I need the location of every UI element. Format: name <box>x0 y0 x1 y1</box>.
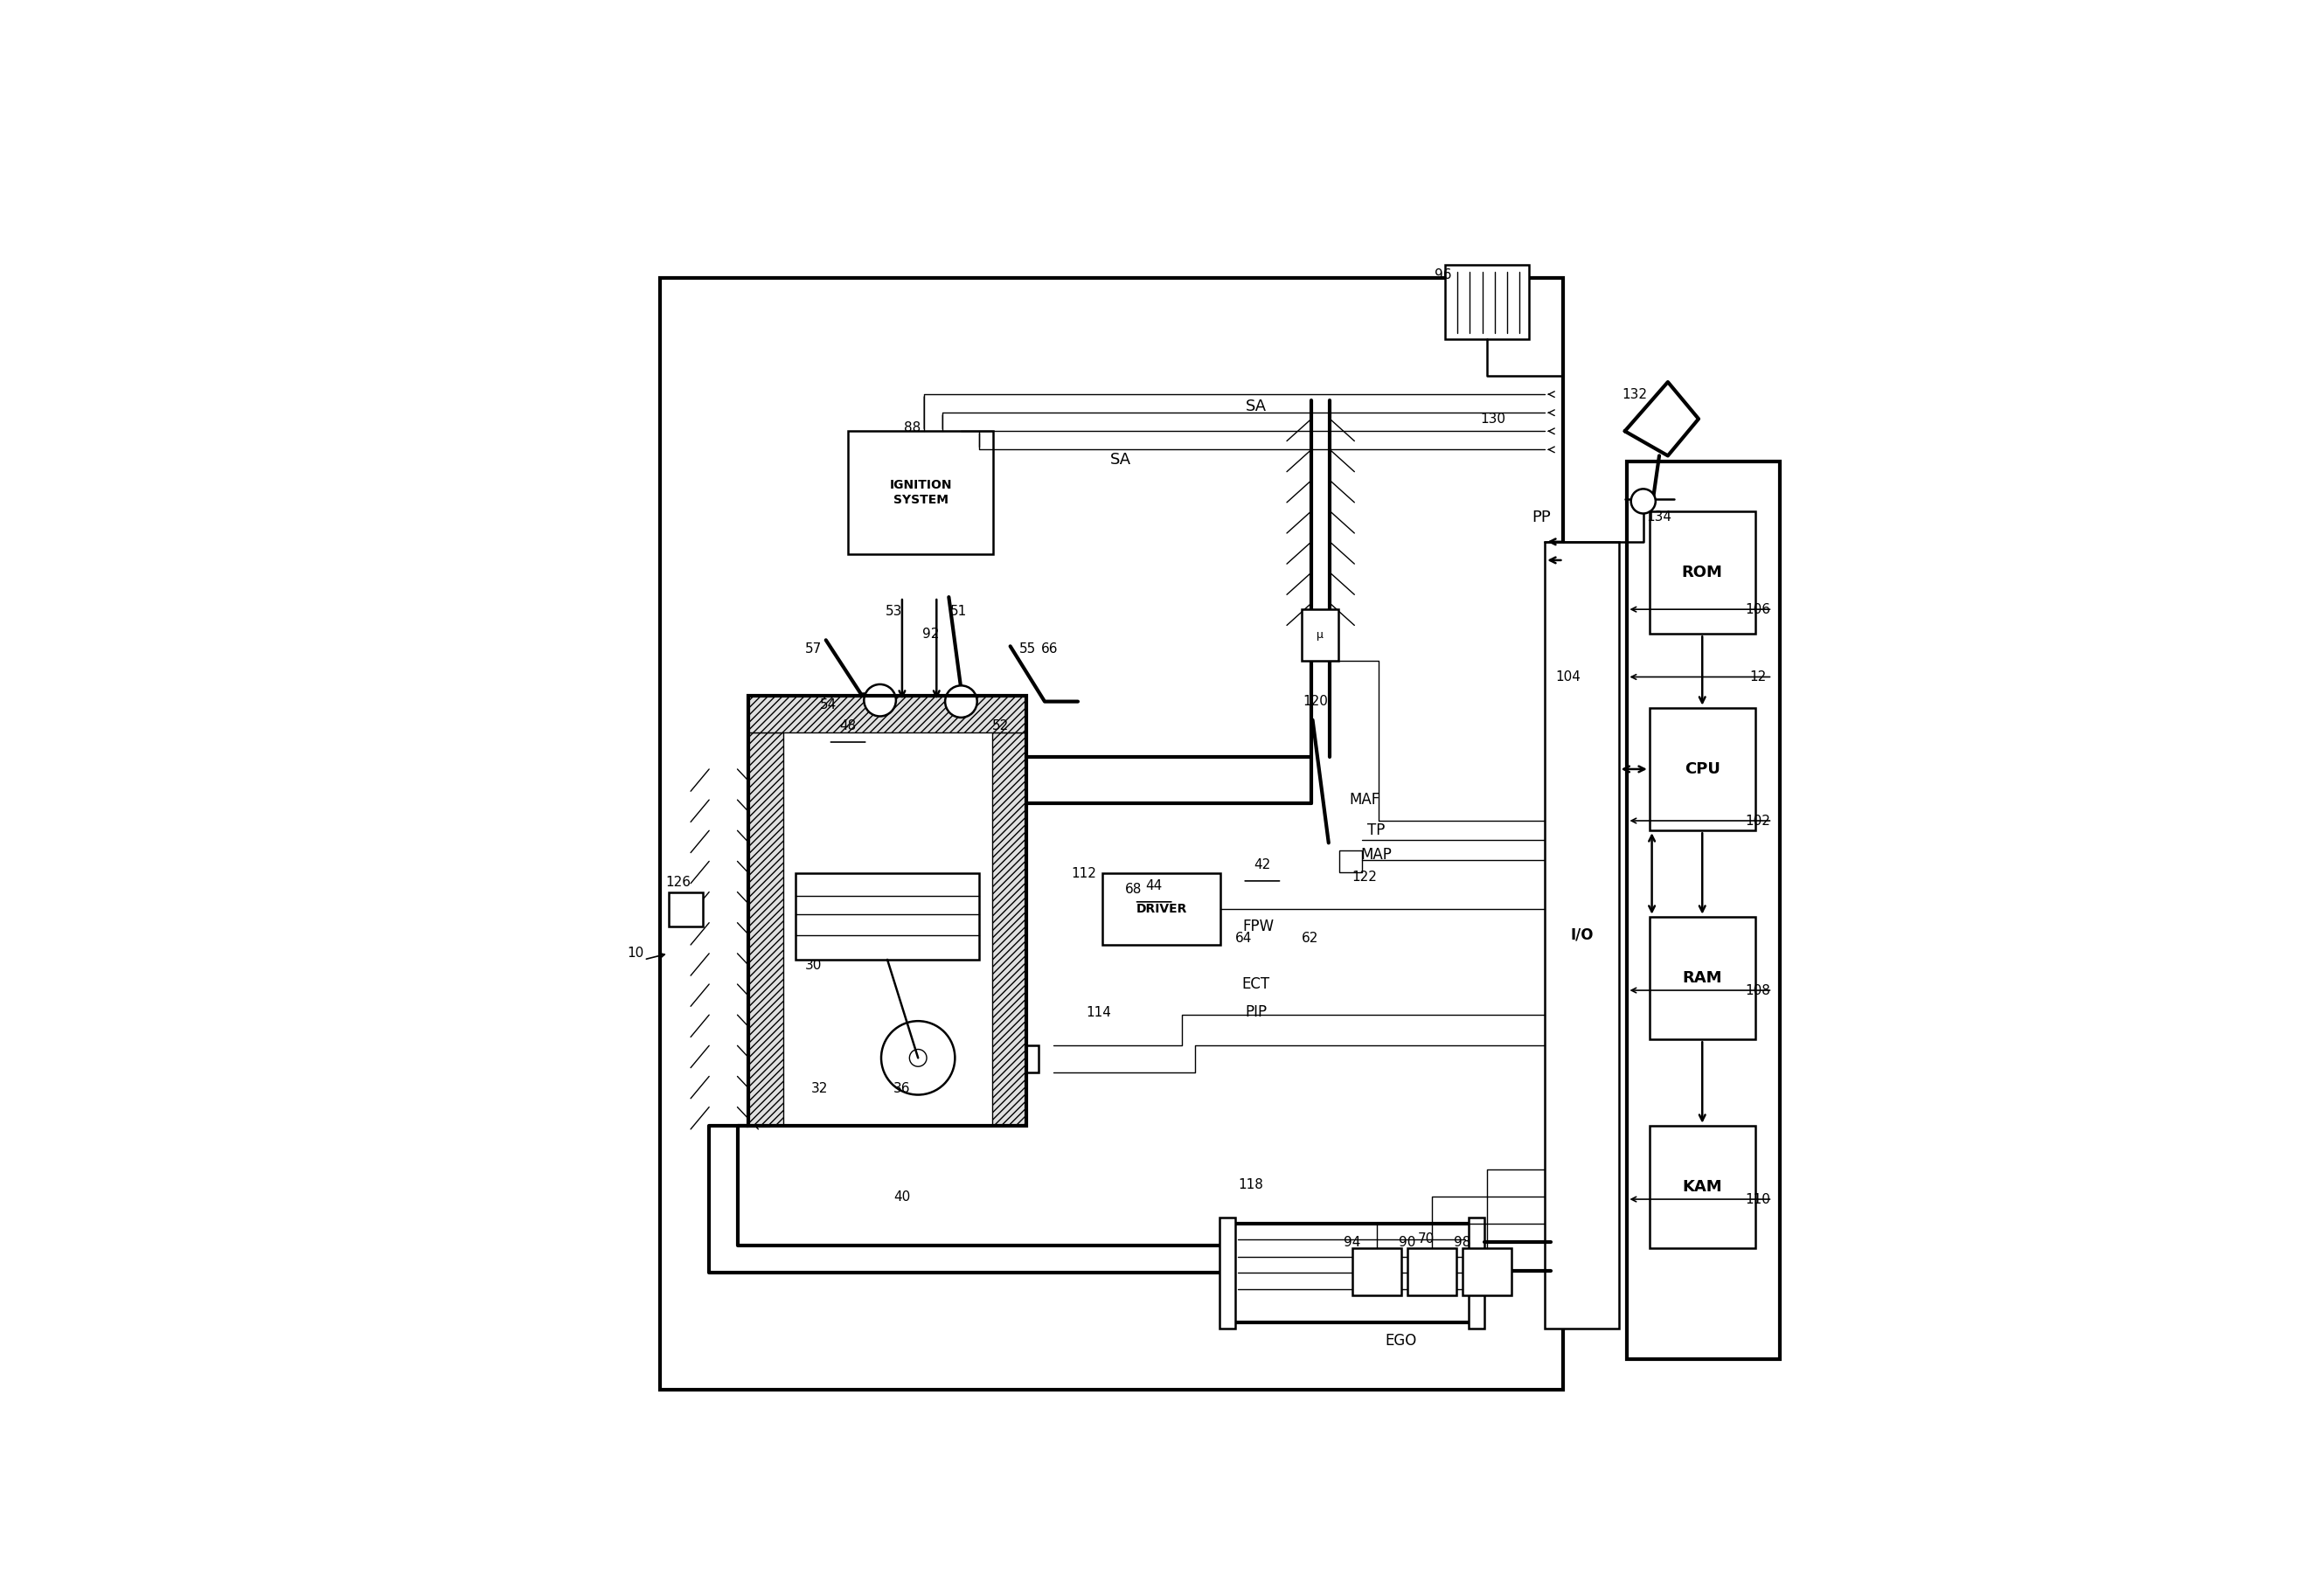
Text: FPW: FPW <box>1243 919 1273 934</box>
Text: ECT: ECT <box>1241 977 1271 993</box>
Bar <box>1650 707 1756 830</box>
Text: ROM: ROM <box>1682 565 1723 581</box>
Text: 106: 106 <box>1744 603 1769 616</box>
Text: 52: 52 <box>992 720 1008 733</box>
Bar <box>1650 1125 1756 1248</box>
Text: I/O: I/O <box>1571 927 1594 943</box>
Bar <box>1218 1218 1234 1328</box>
Text: 108: 108 <box>1744 983 1769 998</box>
Bar <box>660 278 1564 1390</box>
Text: IGNITION
SYSTEM: IGNITION SYSTEM <box>888 479 953 506</box>
Text: µ: µ <box>1317 629 1324 642</box>
Text: 134: 134 <box>1647 511 1673 523</box>
Circle shape <box>881 1021 955 1095</box>
Bar <box>669 892 704 926</box>
Text: 126: 126 <box>667 876 692 889</box>
Text: 40: 40 <box>893 1191 911 1203</box>
Text: RAM: RAM <box>1682 970 1721 986</box>
Text: 98: 98 <box>1453 1235 1472 1248</box>
Text: PP: PP <box>1532 509 1550 525</box>
Text: PIP: PIP <box>1246 1004 1267 1020</box>
Text: 130: 130 <box>1481 412 1506 426</box>
Bar <box>1232 1224 1472 1321</box>
Bar <box>992 733 1027 1125</box>
Text: 120: 120 <box>1303 694 1329 709</box>
Text: 62: 62 <box>1301 932 1320 945</box>
Circle shape <box>865 685 895 717</box>
Text: 12: 12 <box>1749 670 1765 683</box>
Text: 10: 10 <box>628 946 644 961</box>
Text: 36: 36 <box>893 1082 911 1095</box>
Text: 92: 92 <box>923 627 939 640</box>
Text: 44: 44 <box>1147 879 1163 892</box>
Bar <box>747 733 782 1125</box>
Bar <box>1463 1248 1511 1294</box>
Bar <box>1626 461 1779 1358</box>
Text: 48: 48 <box>840 720 856 733</box>
Text: KAM: KAM <box>1682 1179 1723 1195</box>
Text: 64: 64 <box>1234 932 1253 945</box>
Bar <box>796 873 980 959</box>
Bar <box>747 696 1027 1125</box>
Circle shape <box>909 1049 927 1066</box>
Text: MAP: MAP <box>1361 847 1391 863</box>
Text: 104: 104 <box>1555 670 1580 683</box>
Text: 70: 70 <box>1416 1232 1435 1245</box>
Text: 114: 114 <box>1087 1005 1112 1018</box>
Circle shape <box>1631 488 1656 514</box>
Text: 88: 88 <box>904 421 920 434</box>
Bar <box>1407 1248 1456 1294</box>
Text: CPU: CPU <box>1684 761 1721 777</box>
Bar <box>747 696 1027 733</box>
Text: TP: TP <box>1368 822 1387 838</box>
Text: MAF: MAF <box>1350 792 1380 808</box>
Text: 110: 110 <box>1744 1192 1769 1207</box>
Bar <box>1650 916 1756 1039</box>
Text: 90: 90 <box>1398 1235 1416 1248</box>
Text: 66: 66 <box>1040 642 1059 656</box>
Text: 53: 53 <box>886 605 902 618</box>
Text: EGO: EGO <box>1384 1333 1416 1349</box>
Text: 112: 112 <box>1070 867 1096 879</box>
Text: 51: 51 <box>950 605 967 618</box>
Bar <box>1470 1218 1486 1328</box>
Text: 55: 55 <box>1020 642 1036 656</box>
Bar <box>1650 511 1756 634</box>
Text: 118: 118 <box>1239 1178 1264 1191</box>
Text: 54: 54 <box>819 699 837 712</box>
Text: 94: 94 <box>1343 1235 1361 1248</box>
Bar <box>1340 851 1361 873</box>
Circle shape <box>946 686 978 718</box>
Bar <box>1352 1248 1400 1294</box>
Text: SA: SA <box>1110 452 1130 468</box>
Text: 30: 30 <box>805 959 821 972</box>
Bar <box>849 431 992 554</box>
Text: DRIVER: DRIVER <box>1135 903 1188 916</box>
Text: 102: 102 <box>1744 814 1769 827</box>
Text: 68: 68 <box>1126 883 1142 895</box>
Bar <box>1546 541 1620 1328</box>
Text: 32: 32 <box>812 1082 828 1095</box>
Bar <box>1301 610 1338 661</box>
Text: 122: 122 <box>1352 871 1377 884</box>
Text: SA: SA <box>1246 399 1267 415</box>
Text: 132: 132 <box>1622 388 1647 401</box>
Text: 57: 57 <box>805 642 821 656</box>
Bar <box>1446 265 1530 338</box>
Text: 96: 96 <box>1435 268 1451 281</box>
Bar <box>1103 873 1220 945</box>
Text: 42: 42 <box>1253 859 1271 871</box>
Bar <box>1004 1045 1038 1073</box>
